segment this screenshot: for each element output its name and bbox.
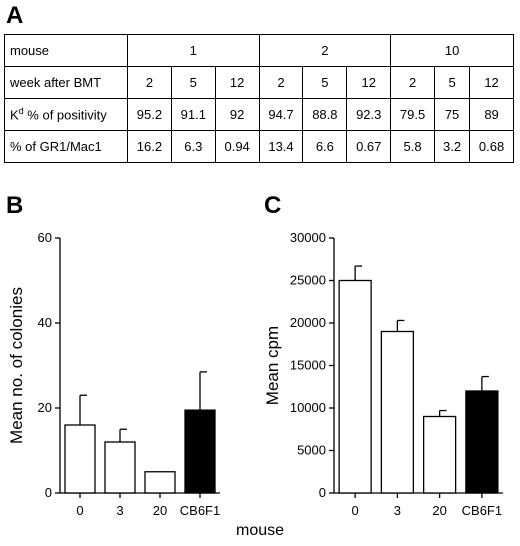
table-cell: 89	[469, 98, 514, 131]
x-tick-label: 20	[153, 503, 167, 518]
table-cell: 0.94	[214, 130, 260, 163]
table-cell: 6.6	[302, 130, 348, 163]
kd-label-prefix: K	[10, 107, 19, 123]
y-tick-label: 0	[319, 485, 326, 500]
y-tick-label: 25000	[290, 273, 326, 288]
table-cell: 5	[434, 66, 471, 99]
kd-label-suffix: % of positivity	[23, 107, 107, 123]
bar-cb6f1	[184, 409, 216, 494]
table-cell: 6.3	[170, 130, 216, 163]
x-tick-label: CB6F1	[180, 503, 220, 518]
table-cell: 12	[346, 66, 392, 99]
bar-3	[380, 330, 415, 494]
y-tick-label: 20	[38, 400, 52, 415]
gr1-label: % of GR1/Mac1	[10, 139, 102, 154]
chart-c: 0 5000 10000 15000 20000 25000 30000 0 3 20 CB6F1 M…	[263, 230, 503, 518]
x-tick-label: 3	[116, 503, 123, 518]
y-tick-label: 0	[45, 485, 52, 500]
table-cell: 5.8	[390, 130, 436, 163]
y-axis-title: Mean no. of colonies	[7, 287, 26, 444]
bar-0	[64, 424, 96, 494]
table-cell: 3.2	[434, 130, 471, 163]
y-axis-title: Mean cpm	[263, 326, 282, 405]
x-tick-label: CB6F1	[462, 503, 502, 518]
panel-b-label: B	[6, 192, 24, 219]
table-cell: 0.68	[469, 130, 514, 163]
bar-3	[104, 441, 136, 494]
table-cell: 5	[170, 66, 216, 99]
bar-cb6f1	[465, 390, 499, 494]
table-cell: 75	[434, 98, 471, 131]
chart-b: 0 20 40 60 0 3 20 CB6F1 Mean no. of colonies	[7, 230, 220, 518]
bar-0	[338, 279, 372, 494]
panel-a-label: A	[6, 2, 24, 29]
table-cell: 92	[214, 98, 260, 131]
shared-x-axis-label: mouse	[235, 522, 285, 539]
kd-label-sup: d	[18, 106, 24, 117]
y-tick-label: 20000	[290, 315, 326, 330]
table-row: % of GR1/Mac1 16.2 6.3 0.94 13.4 6.6 0.6…	[4, 130, 514, 163]
bar-20	[144, 471, 176, 494]
y-tick-label: 30000	[290, 230, 326, 245]
table-cell: 2	[127, 66, 172, 99]
y-tick-label: 40	[38, 315, 52, 330]
panel-c-label: C	[264, 192, 282, 219]
y-tick-label: 10000	[290, 400, 326, 415]
table-cell: 0.67	[346, 130, 392, 163]
table-header-gr1: % of GR1/Mac1	[4, 130, 128, 163]
table-header-week: week after BMT	[4, 66, 128, 99]
table-row: mouse 1 2 10	[4, 34, 514, 67]
table-row: Kd % of positivity 95.2 91.1 92 94.7 88.…	[4, 98, 514, 131]
table-header-mouse: mouse	[4, 34, 128, 67]
summary-table: mouse 1 2 10 week after BMT 2 5 12 2 5 1…	[4, 34, 514, 163]
x-tick-label: 0	[76, 503, 83, 518]
table-cell: 91.1	[170, 98, 216, 131]
x-tick-label: 20	[432, 503, 446, 518]
y-tick-label: 60	[38, 230, 52, 245]
y-tick-label: 15000	[290, 358, 326, 373]
x-tick-label: 3	[394, 503, 401, 518]
table-row: week after BMT 2 5 12 2 5 12 2 5 12	[4, 66, 514, 99]
table-cell: 13.4	[258, 130, 304, 163]
table-cell: 79.5	[390, 98, 436, 131]
y-tick-label: 5000	[297, 443, 326, 458]
x-tick-label: 0	[352, 503, 359, 518]
bar-20	[422, 415, 457, 494]
table-header-kd: Kd % of positivity	[4, 98, 128, 131]
table-cell: 95.2	[127, 98, 172, 131]
table-cell: 12	[469, 66, 514, 99]
table-mouse-10: 10	[390, 34, 514, 67]
